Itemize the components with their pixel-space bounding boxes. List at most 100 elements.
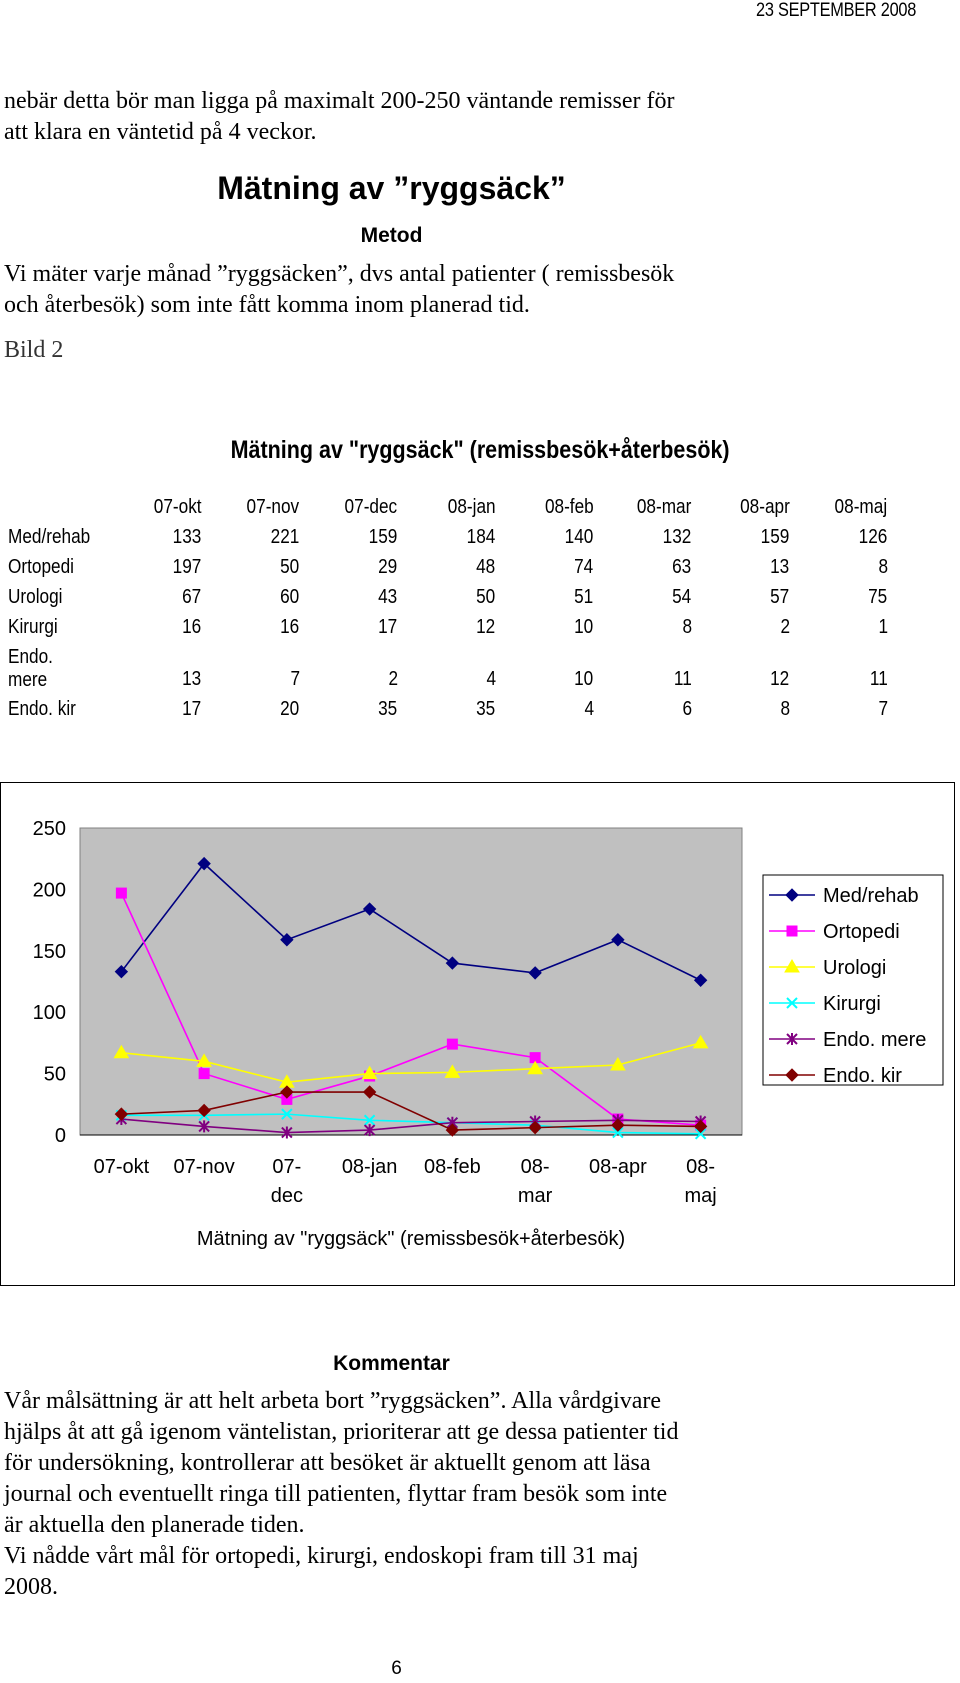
- table-cell: 13: [104, 646, 202, 698]
- x-tick-label: mar: [518, 1185, 553, 1207]
- table-cell: 16: [202, 616, 299, 646]
- cell-text: 2: [780, 616, 790, 638]
- row-label: Ortopedi: [8, 556, 104, 586]
- table-cell: 159: [692, 526, 790, 556]
- table-cell: 75: [790, 586, 888, 616]
- table-cell: 184: [398, 526, 496, 556]
- legend-label: Endo. mere: [823, 1029, 926, 1051]
- cell-text: 221: [270, 526, 300, 548]
- series-kirurgi-marker: [694, 1128, 707, 1140]
- table-cell: 140: [496, 526, 594, 556]
- cell-text: 75: [868, 586, 888, 608]
- method-line: och återbesök) som inte fått komma inom …: [4, 292, 530, 318]
- series-ortopedi-line: [120, 892, 701, 1126]
- cell-text: 133: [172, 526, 202, 548]
- cell-text: 184: [466, 526, 496, 548]
- legend-label: Med/rehab: [823, 885, 919, 907]
- legend-series-endo-mere-marker: [786, 1033, 798, 1045]
- series-med-rehab-marker: [445, 956, 460, 970]
- table-cell: 8: [790, 556, 888, 586]
- row-label: Urologi: [8, 586, 104, 616]
- comment-heading: Kommentar: [333, 1352, 450, 1375]
- table-cell: 50: [202, 556, 299, 586]
- series-urologi-marker: [444, 1064, 461, 1078]
- table-row: Endo. mere 13 7 2 4 10 11 12 11: [8, 646, 888, 698]
- table-cell: 16: [104, 616, 201, 646]
- table-cell: 48: [398, 556, 495, 586]
- cell-text: 140: [564, 526, 594, 548]
- series-endo-mere-line: [121, 1118, 701, 1134]
- column-header-text: 08-maj: [835, 496, 888, 518]
- cell-text: 7: [878, 698, 888, 720]
- cell-text: 11: [673, 668, 692, 690]
- table-cell: 7: [790, 698, 888, 728]
- x-tick-label: 08-: [686, 1156, 715, 1178]
- column-header: 08-feb: [496, 496, 594, 526]
- legend-series-kirurgi-marker: [786, 997, 798, 1009]
- line-chart: 0 50 100 150 200 250 07-okt 07-nov 07- dec 08-jan 0…: [33, 818, 944, 1250]
- row-label-text: Med/rehab: [8, 526, 91, 548]
- legend-label: Endo. kir: [823, 1065, 902, 1087]
- series-kirurgi-line: [121, 1113, 701, 1135]
- column-header-text: 07-nov: [247, 496, 300, 518]
- table-cell: 2: [692, 616, 790, 646]
- table-cell: 57: [692, 586, 790, 616]
- table-title: Mätning av "ryggsäck" (remissbesök+återb…: [0, 436, 960, 465]
- cell-text: 29: [378, 556, 398, 578]
- table-cell: 11: [594, 646, 692, 698]
- column-header-text: 07-okt: [153, 496, 202, 518]
- column-header-text: 08-apr: [739, 496, 790, 518]
- series-endo-kir-marker: [362, 1085, 377, 1099]
- cell-text: 12: [770, 668, 790, 690]
- table-cell: 4: [398, 646, 496, 698]
- column-header: 08-maj: [790, 496, 888, 526]
- row-label-text: mere: [8, 669, 48, 691]
- x-tick-label: 08-feb: [424, 1156, 481, 1178]
- series-endo-mere-marker: [281, 1126, 293, 1139]
- row-label-text: Ortopedi: [8, 556, 74, 578]
- y-tick-label: 250: [33, 818, 66, 840]
- table-cell: 10: [496, 646, 593, 698]
- table-row: Med/rehab 133 221 159 184 140 132 159 12…: [8, 526, 888, 556]
- series-endo-kir-marker: [528, 1120, 542, 1135]
- column-header: 07-dec: [300, 496, 398, 526]
- row-label-text: Endo. kir: [8, 698, 76, 720]
- legend-box: [762, 874, 944, 1086]
- table-cell: 133: [104, 526, 202, 556]
- chart-frame: [0, 782, 955, 1286]
- series-endo-kir-marker: [693, 1119, 708, 1134]
- cell-text: 67: [182, 586, 202, 608]
- table-cell: 221: [202, 526, 300, 556]
- series-ortopedi-marker: [446, 1038, 458, 1050]
- table-cell: 8: [692, 698, 790, 728]
- series-endo-mere-marker: [363, 1124, 376, 1137]
- comment-paragraph: Vår målsättning är att helt arbeta bort …: [4, 1386, 904, 1603]
- cell-text: 35: [378, 698, 398, 720]
- cell-text: 17: [378, 616, 398, 638]
- table-cell: 63: [594, 556, 691, 586]
- y-tick-label: 200: [33, 879, 66, 901]
- series-med-rehab-marker: [114, 964, 129, 979]
- cell-text: 8: [878, 556, 888, 578]
- table-cell: 50: [398, 586, 495, 616]
- cell-text: 159: [760, 526, 790, 548]
- table-cell: 11: [790, 646, 888, 698]
- cell-text: 4: [584, 698, 594, 720]
- column-header: 08-jan: [398, 496, 496, 526]
- cell-text: 126: [858, 526, 888, 548]
- cell-text: 57: [770, 586, 790, 608]
- series-urologi-line: [121, 1042, 701, 1084]
- plot-area: [79, 827, 743, 1136]
- cell-text: 13: [182, 668, 202, 690]
- legend-series-ortopedi-marker: [786, 925, 798, 937]
- table-cell: 8: [594, 616, 692, 646]
- legend-label: Urologi: [823, 957, 886, 979]
- data-table: 07-okt 07-nov 07-dec 08-jan 08-feb 08-ma…: [8, 496, 888, 728]
- cell-text: 43: [378, 586, 398, 608]
- cell-text: 6: [682, 698, 692, 720]
- series-urologi-marker: [113, 1044, 130, 1059]
- table-cell: 20: [202, 698, 299, 728]
- comment-line: 2008.: [4, 1574, 58, 1600]
- method-heading: Metod: [360, 224, 423, 247]
- series-med-rehab-marker: [611, 933, 625, 947]
